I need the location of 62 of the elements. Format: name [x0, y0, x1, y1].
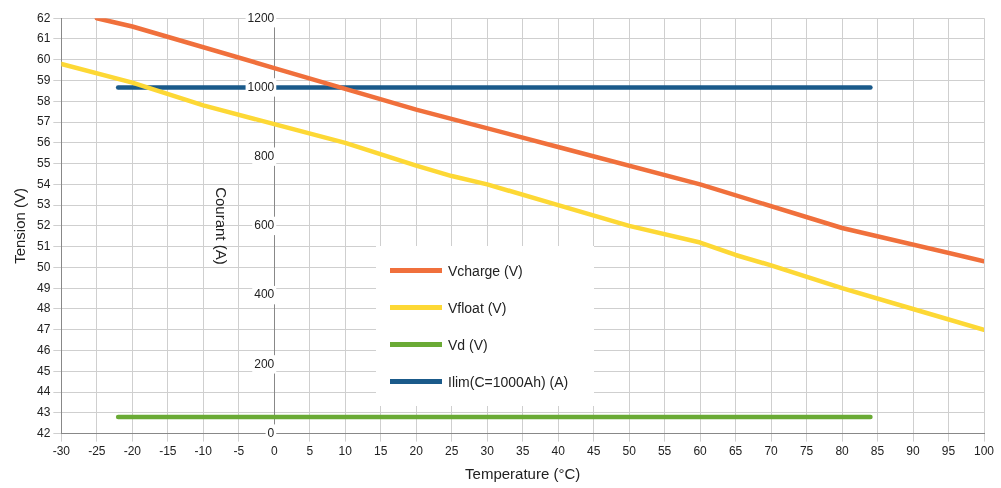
- y-tick-label: 45: [36, 363, 51, 378]
- y-tick-label: 54: [36, 176, 51, 191]
- x-tick-label: 5: [306, 444, 314, 459]
- y-tick-label: 42: [36, 425, 51, 440]
- y2-tick-label: 400: [254, 287, 275, 302]
- x-tick-label: 30: [480, 444, 495, 459]
- x-tick-label: 75: [799, 444, 814, 459]
- y-tick-label: 49: [36, 280, 51, 295]
- y-axis-title: Tension (V): [11, 187, 29, 264]
- y-tick-label: 55: [36, 155, 51, 170]
- x-tick-label: 100: [973, 444, 995, 459]
- x-tick-label: 70: [764, 444, 779, 459]
- x-tick-label: 20: [409, 444, 424, 459]
- x-tick-label: 40: [551, 444, 566, 459]
- y-tick-label: 46: [36, 342, 51, 357]
- x-tick-label: 85: [870, 444, 885, 459]
- y2-tick-label: 600: [254, 218, 275, 233]
- y2-axis-title: Courant (A): [213, 187, 231, 265]
- y-tick-label: 59: [36, 72, 51, 87]
- y-tick-label: 47: [36, 322, 51, 337]
- x-tick-label: 90: [906, 444, 921, 459]
- x-tick-label: -20: [123, 444, 142, 459]
- y-tick-label: 43: [36, 405, 51, 420]
- x-tick-label: 0: [270, 444, 278, 459]
- x-tick-label: 15: [374, 444, 388, 459]
- y-tick-label: 44: [36, 384, 51, 399]
- y-tick-label: 52: [36, 218, 51, 233]
- x-tick-label: 95: [941, 444, 956, 459]
- legend-label: Ilim(C=1000Ah) (A): [448, 373, 569, 390]
- x-tick-label: 25: [445, 444, 459, 459]
- x-tick-label: 10: [338, 444, 353, 459]
- x-tick-label: 50: [622, 444, 637, 459]
- y-tick-label: 51: [36, 238, 51, 253]
- y-tick-label: 61: [36, 31, 51, 46]
- x-tick-label: -10: [194, 444, 213, 459]
- x-tick-label: -30: [52, 444, 71, 459]
- x-tick-label: -15: [159, 444, 177, 459]
- y2-tick-label: 200: [254, 356, 275, 371]
- y-tick-label: 62: [36, 10, 51, 25]
- legend-label: Vcharge (V): [448, 262, 523, 279]
- y-tick-label: 60: [36, 52, 51, 67]
- x-tick-label: 60: [693, 444, 708, 459]
- y2-tick-label: 0: [267, 425, 275, 440]
- x-tick-label: 45: [586, 444, 601, 459]
- x-tick-label: -25: [88, 444, 106, 459]
- y-tick-label: 53: [36, 197, 51, 212]
- y-tick-label: 48: [36, 301, 51, 316]
- x-tick-label: 65: [728, 444, 743, 459]
- y2-tick-label: 800: [254, 148, 275, 163]
- y-tick-label: 58: [36, 93, 51, 108]
- y-tick-label: 57: [36, 114, 51, 129]
- x-tick-label: 80: [835, 444, 850, 459]
- legend-label: Vd (V): [448, 336, 488, 353]
- y-tick-label: 56: [36, 135, 51, 150]
- x-axis-title: Temperature (°C): [465, 465, 581, 483]
- x-tick-label: -5: [233, 444, 245, 459]
- y-tick-label: 50: [36, 259, 51, 274]
- x-tick-label: 35: [515, 444, 530, 459]
- x-tick-label: 55: [657, 444, 672, 459]
- y2-tick-label: 1000: [247, 79, 275, 94]
- y2-tick-label: 1200: [247, 10, 275, 25]
- legend-label: Vfloat (V): [448, 299, 507, 316]
